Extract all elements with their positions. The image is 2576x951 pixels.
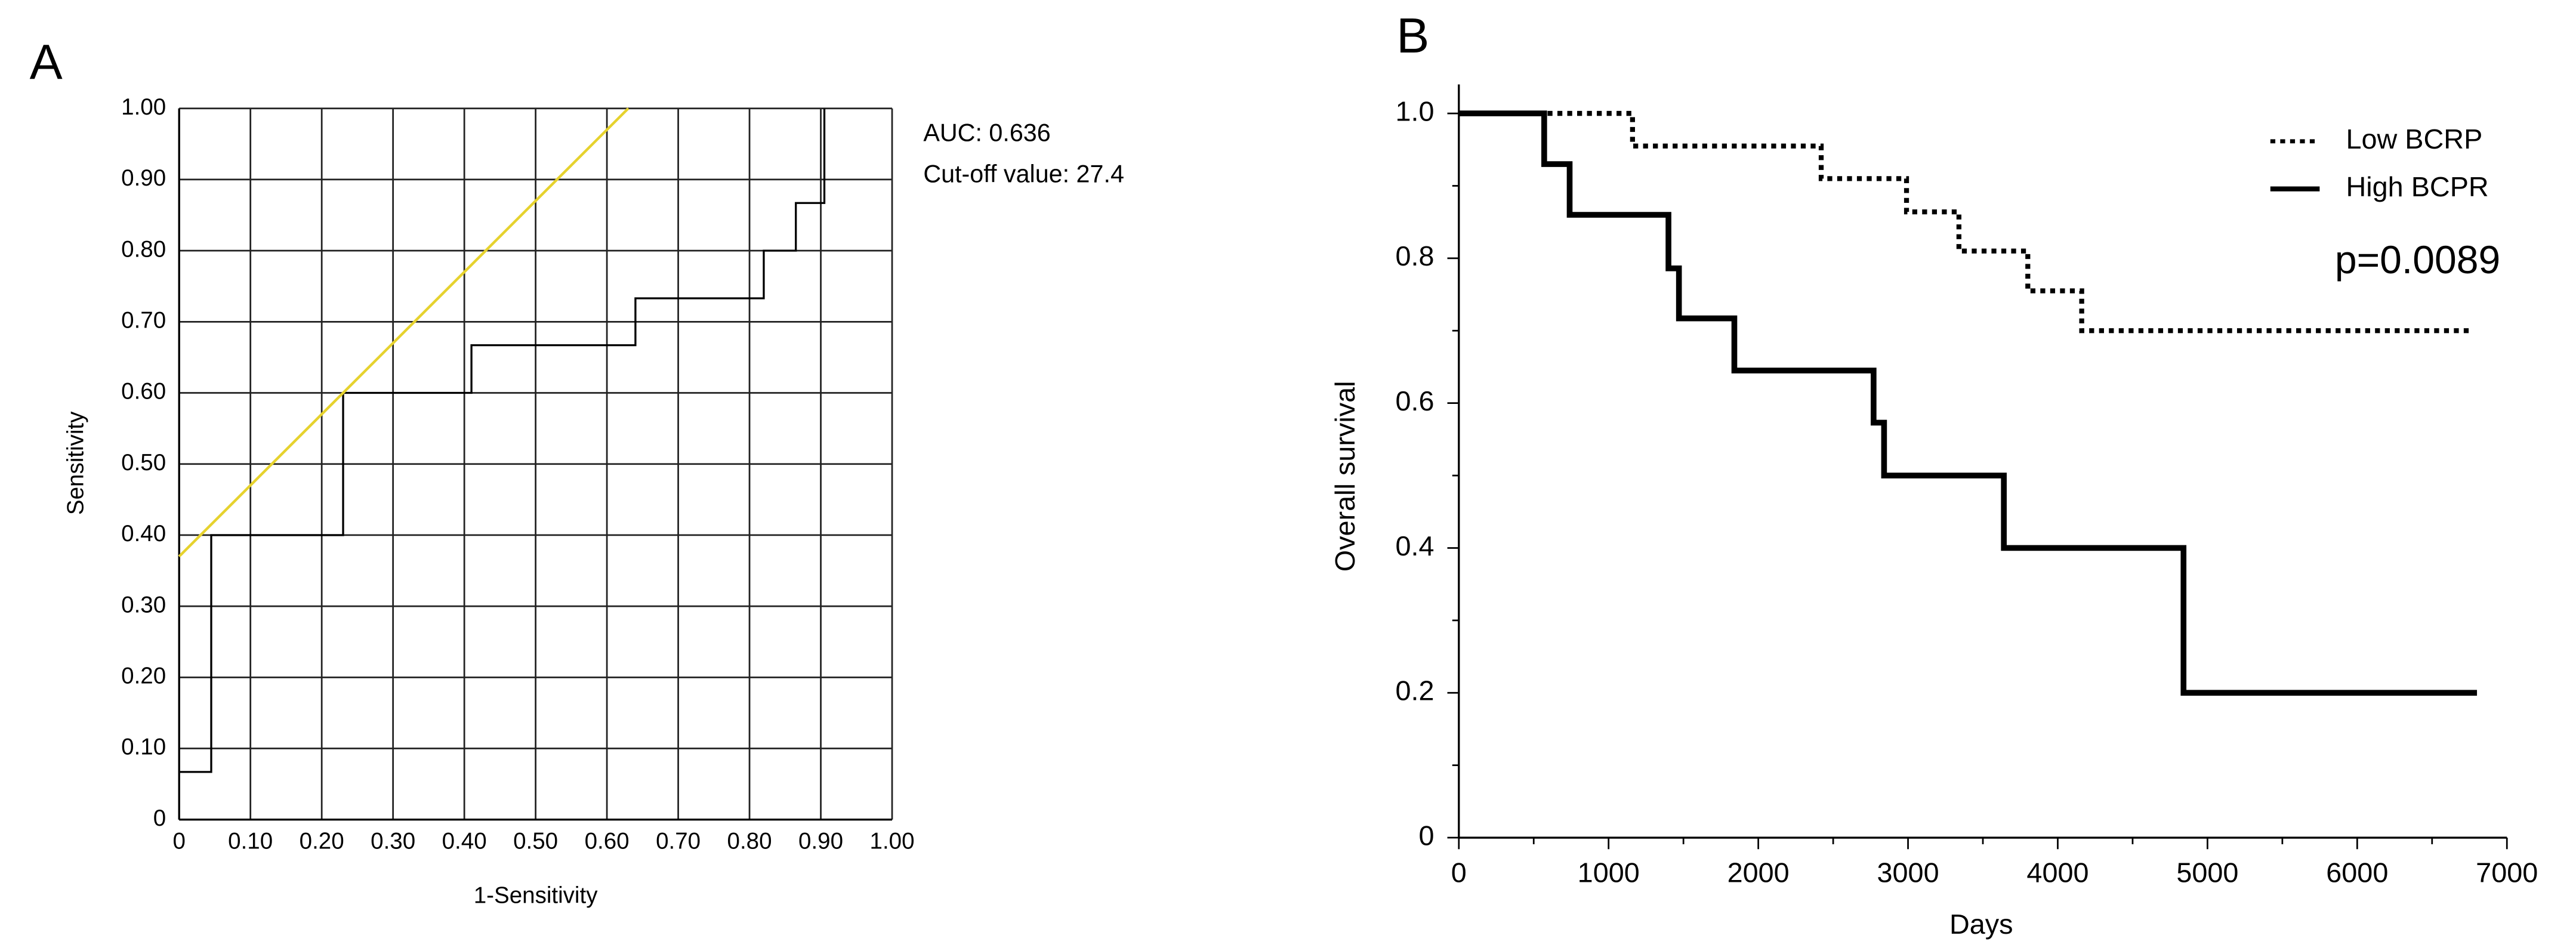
x-tick-label: 0.90 [798, 828, 843, 854]
x-tick-label: 0.30 [371, 828, 415, 854]
y-tick-label: 0 [1418, 820, 1434, 851]
x-tick-label: 0.50 [513, 828, 558, 854]
y-tick-label: 0.50 [121, 450, 166, 475]
y-tick-label: 0.10 [121, 734, 166, 760]
y-tick-label: 0 [153, 805, 166, 831]
x-tick-label: 0 [1451, 857, 1467, 888]
x-tick-label: 7000 [2476, 857, 2538, 888]
x-tick-label: 0.80 [727, 828, 772, 854]
y-tick-label: 0.2 [1395, 675, 1434, 706]
annotation: Cut-off value: 27.4 [923, 160, 1124, 187]
legend-label: High BCPR [2346, 171, 2488, 202]
y-tick-label: 0.90 [121, 165, 166, 191]
annotation: p=0.0089 [2335, 238, 2500, 282]
x-tick-label: 0 [172, 828, 185, 854]
y-tick-label: 0.70 [121, 308, 166, 334]
x-tick-label: 0.60 [585, 828, 630, 854]
x-tick-label: 5000 [2176, 857, 2238, 888]
series-line [1458, 110, 2478, 696]
series-line [1458, 110, 2473, 334]
y-axis-label: Overall survival [1329, 381, 1361, 572]
x-axis-label: Days [1949, 909, 2013, 940]
y-axis-label: Sensitivity [63, 411, 89, 515]
x-tick-label: 0.70 [656, 828, 701, 854]
y-tick-label: 1.00 [121, 94, 166, 120]
x-tick-label: 0.10 [228, 828, 273, 854]
panel-label: A [30, 34, 63, 89]
series-line [179, 108, 826, 773]
panel-label: B [1396, 8, 1429, 63]
y-tick-label: 0.30 [121, 592, 166, 617]
x-tick-label: 1000 [1578, 857, 1640, 888]
y-tick-label: 0.80 [121, 236, 166, 262]
annotation: AUC: 0.636 [923, 119, 1050, 147]
x-tick-label: 4000 [2026, 857, 2088, 888]
x-tick-label: 3000 [1877, 857, 1939, 888]
x-tick-label: 1.00 [870, 828, 915, 854]
legend-label: Low BCRP [2346, 123, 2482, 155]
y-tick-label: 0.20 [121, 663, 166, 689]
x-tick-label: 6000 [2326, 857, 2388, 888]
x-axis-label: 1-Sensitivity [474, 882, 598, 908]
y-tick-label: 0.40 [121, 521, 166, 546]
series-line [178, 107, 630, 558]
y-tick-label: 0.8 [1395, 240, 1434, 271]
y-tick-label: 0.4 [1395, 530, 1434, 561]
y-tick-label: 0.6 [1395, 385, 1434, 416]
x-tick-label: 0.40 [442, 828, 487, 854]
x-tick-label: 2000 [1727, 857, 1790, 888]
y-tick-label: 1.0 [1395, 95, 1434, 126]
x-tick-label: 0.20 [300, 828, 344, 854]
y-tick-label: 0.60 [121, 379, 166, 405]
